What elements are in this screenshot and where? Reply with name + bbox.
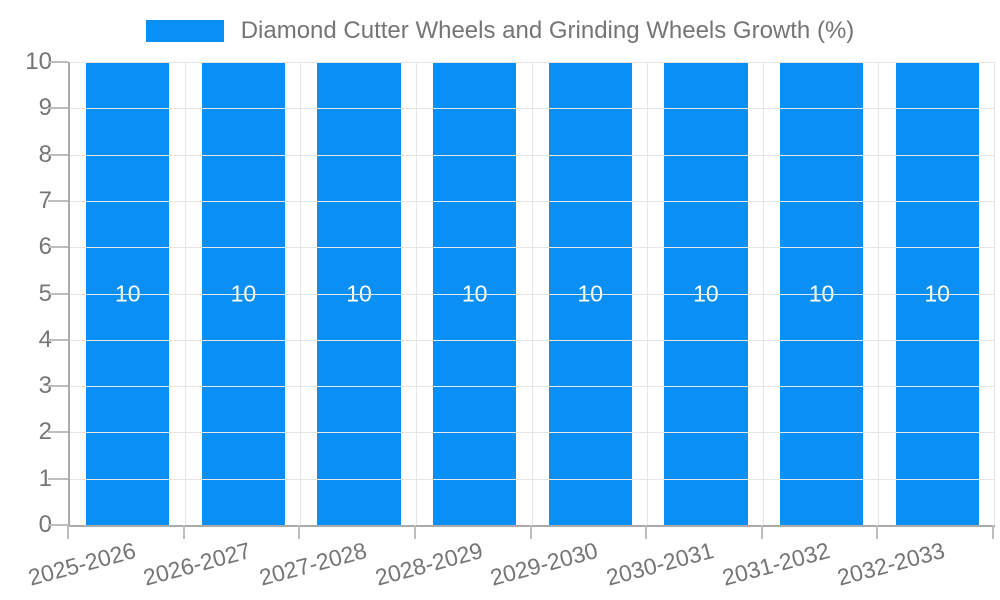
x-tick: [760, 525, 763, 539]
bar-slot: 10: [70, 62, 186, 525]
bar-slot: 10: [764, 62, 880, 525]
y-axis-label: 10: [25, 48, 52, 75]
y-tick: [48, 477, 68, 480]
bar-slot: 10: [301, 62, 417, 525]
bar[interactable]: 10: [201, 62, 286, 525]
y-tick: [48, 153, 68, 156]
y-tick: [48, 61, 68, 63]
x-tick: [876, 525, 879, 539]
y-axis-label: 5: [38, 279, 52, 307]
legend-swatch: [145, 20, 224, 42]
y-tick: [48, 385, 68, 388]
legend[interactable]: Diamond Cutter Wheels and Grinding Wheel…: [0, 17, 1000, 45]
y-axis-label: 9: [38, 94, 52, 122]
bar[interactable]: 10: [548, 62, 632, 525]
x-tick: [529, 525, 532, 539]
x-tick: [645, 525, 648, 539]
bars-container: 10 10 10 10 10 10 10 10: [70, 62, 995, 525]
legend-label: Diamond Cutter Wheels and Grinding Wheel…: [240, 17, 855, 44]
bar-slot: 10: [417, 62, 533, 525]
bar-slot: 10: [648, 62, 764, 525]
y-axis-label: 7: [38, 186, 52, 214]
x-tick: [298, 525, 301, 539]
y-axis-label: 8: [38, 140, 52, 168]
y-axis-label: 2: [38, 418, 52, 446]
y-tick: [48, 292, 68, 295]
plot-area: 10 10 10 10 10 10 10 10: [68, 62, 995, 527]
bar[interactable]: 10: [86, 62, 170, 525]
y-axis-label: 1: [38, 464, 52, 492]
y-tick: [48, 338, 68, 341]
bar-value-label: 10: [346, 280, 372, 306]
bar-value-label: 10: [924, 280, 950, 306]
bar[interactable]: 10: [779, 62, 864, 525]
x-tick: [67, 525, 69, 539]
y-tick: [48, 524, 68, 526]
y-axis-label: 0: [38, 511, 52, 538]
bar-value-label: 10: [577, 280, 604, 306]
x-tick: [992, 525, 994, 539]
x-tick: [182, 525, 185, 539]
bar[interactable]: 10: [664, 62, 748, 525]
bar[interactable]: 10: [433, 62, 517, 525]
y-axis-label: 4: [38, 325, 52, 353]
bar-value-label: 10: [230, 280, 257, 306]
bar-value-label: 10: [693, 280, 719, 306]
y-tick: [48, 431, 68, 434]
bar-slot: 10: [879, 62, 995, 525]
bar-value-label: 10: [115, 280, 141, 306]
bar-value-label: 10: [461, 280, 488, 306]
bar-value-label: 10: [808, 280, 835, 306]
bar[interactable]: 10: [895, 62, 979, 525]
x-tick: [413, 525, 416, 539]
y-axis-label: 3: [38, 372, 52, 400]
bar-slot: 10: [533, 62, 649, 525]
bar[interactable]: 10: [317, 62, 401, 525]
bar-slot: 10: [186, 62, 302, 525]
y-tick: [48, 246, 68, 249]
y-tick: [48, 107, 68, 110]
y-axis-label: 6: [38, 233, 52, 261]
y-tick: [48, 199, 68, 202]
